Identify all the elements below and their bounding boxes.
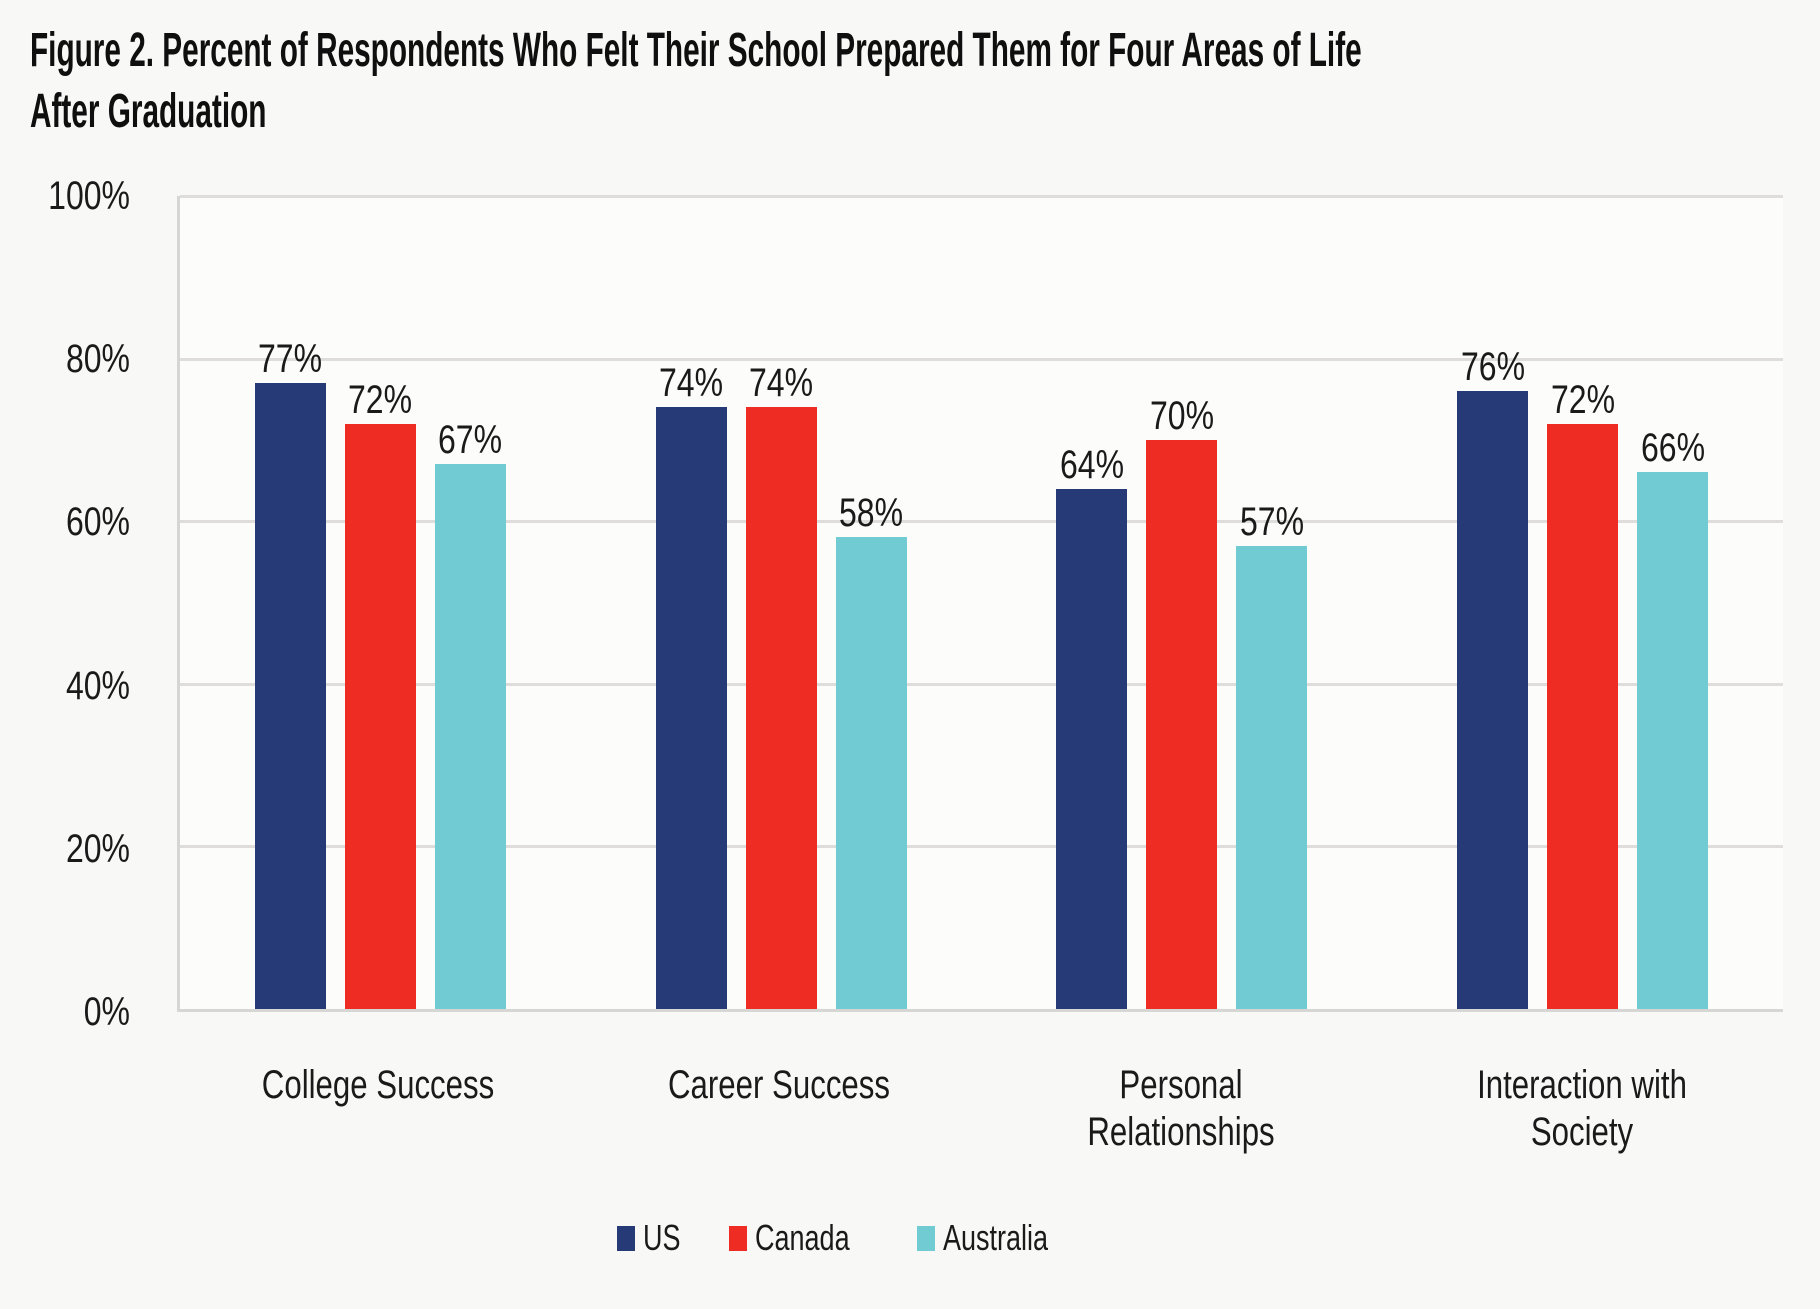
bar-value-label: 77% bbox=[258, 337, 323, 381]
gridline bbox=[180, 845, 1783, 849]
gridline bbox=[180, 520, 1783, 524]
y-axis: 0% 20% 40% 60% 80% 100% bbox=[20, 176, 130, 1032]
bar-us: 64% bbox=[1056, 445, 1128, 1009]
bar-canada: 72% bbox=[1547, 380, 1619, 1009]
y-tick-label: 80% bbox=[65, 337, 130, 382]
y-tick-label: 20% bbox=[65, 826, 130, 871]
legend-label: Canada bbox=[754, 1217, 850, 1258]
bar-australia: 67% bbox=[434, 420, 506, 1009]
legend-label: Australia bbox=[943, 1217, 1049, 1258]
x-axis-label-slot: College Success bbox=[177, 1062, 579, 1156]
bar-canada: 70% bbox=[1146, 396, 1218, 1009]
bar-value-label: 58% bbox=[839, 491, 904, 536]
legend-item-us: US bbox=[616, 1217, 693, 1258]
gridline bbox=[180, 195, 1783, 198]
bar-group: 77% 72% 67% bbox=[180, 196, 581, 1009]
x-axis-label-slot: Career Success bbox=[579, 1062, 981, 1156]
bar-australia: 66% bbox=[1637, 428, 1709, 1009]
bar-group: 74% 74% 58% bbox=[581, 196, 982, 1009]
y-tick-label: 40% bbox=[65, 663, 130, 708]
bar-value-label: 72% bbox=[348, 377, 413, 422]
bar-us: 76% bbox=[1457, 347, 1529, 1009]
x-axis-label-slot: Interaction with Society bbox=[1382, 1062, 1784, 1156]
bar-group: 64% 70% 57% bbox=[982, 196, 1383, 1009]
bar-australia: 58% bbox=[835, 493, 907, 1009]
x-axis-label-slot: Personal Relationships bbox=[980, 1062, 1382, 1156]
legend: US Canada Australia bbox=[0, 1220, 1700, 1256]
bar-value-label: 76% bbox=[1460, 345, 1525, 390]
bar-value-label: 66% bbox=[1640, 426, 1705, 471]
y-tick-label: 0% bbox=[83, 990, 130, 1034]
gridline bbox=[180, 357, 1783, 361]
category-label: Personal Relationships bbox=[1087, 1063, 1275, 1155]
gridline bbox=[180, 682, 1783, 686]
legend-swatch bbox=[616, 1225, 635, 1251]
bar-value-label: 57% bbox=[1239, 499, 1304, 544]
category-label: Interaction with Society bbox=[1477, 1063, 1688, 1155]
category-label: College Success bbox=[261, 1063, 494, 1107]
figure-title: Figure 2. Percent of Respondents Who Fel… bbox=[30, 20, 1820, 142]
legend-swatch bbox=[728, 1225, 747, 1251]
legend-swatch bbox=[917, 1225, 936, 1251]
figure-title-line-1: Figure 2. Percent of Respondents Who Fel… bbox=[30, 24, 1362, 77]
bar-value-label: 70% bbox=[1149, 393, 1214, 438]
bar-group: 76% 72% 66% bbox=[1382, 196, 1783, 1009]
y-tick-label: 60% bbox=[65, 500, 130, 545]
legend-label: US bbox=[642, 1217, 681, 1258]
bar-us: 77% bbox=[254, 339, 326, 1009]
x-axis-labels: College Success Career Success Personal Re… bbox=[177, 1062, 1783, 1156]
plot-area: 77% 72% 67% 74% 74% 58% 64% 70% 57% 76% 72% 66% bbox=[177, 195, 1783, 1012]
bar-value-label: 74% bbox=[659, 361, 724, 406]
bar-canada: 74% bbox=[745, 363, 817, 1009]
bar-us: 74% bbox=[655, 363, 727, 1009]
figure-title-line-2: After Graduation bbox=[30, 85, 267, 138]
legend-item-canada: Canada bbox=[728, 1217, 881, 1258]
bar-value-label: 67% bbox=[438, 418, 503, 463]
bar-australia: 57% bbox=[1236, 502, 1308, 1009]
category-label: Career Success bbox=[668, 1063, 891, 1107]
bar-value-label: 64% bbox=[1059, 442, 1124, 487]
bar-value-label: 74% bbox=[749, 361, 814, 406]
y-tick-label: 100% bbox=[48, 174, 130, 218]
bar-value-label: 72% bbox=[1550, 377, 1615, 422]
legend-item-australia: Australia bbox=[917, 1220, 1083, 1256]
bar-canada: 72% bbox=[344, 380, 416, 1009]
